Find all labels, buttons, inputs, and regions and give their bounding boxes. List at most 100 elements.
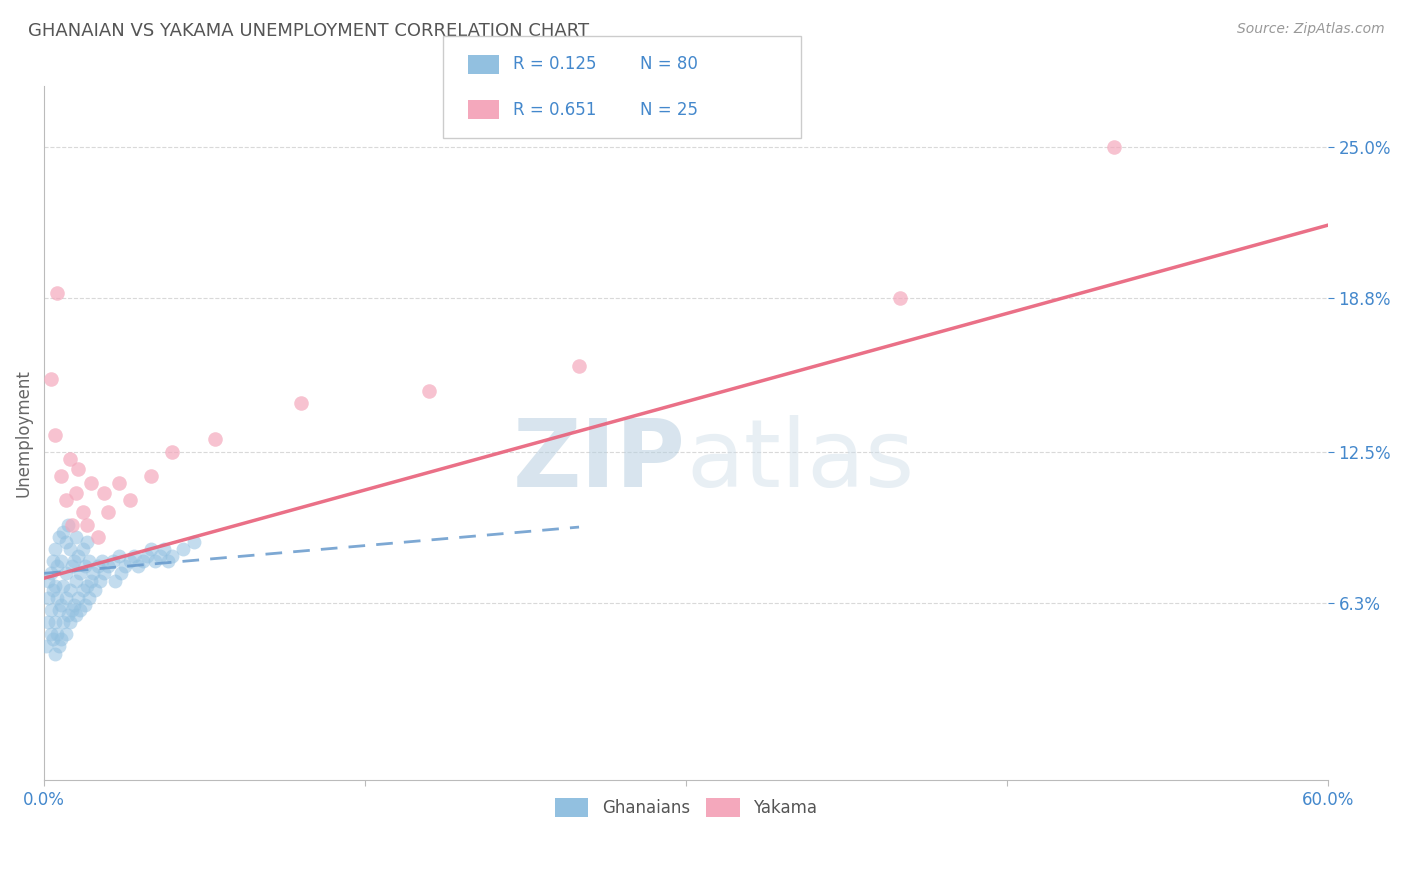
Point xyxy=(52,615,75,629)
Point xyxy=(44,615,66,629)
Point xyxy=(114,559,136,574)
Point xyxy=(72,506,94,520)
Point xyxy=(65,574,87,588)
Point xyxy=(51,469,73,483)
Point xyxy=(69,603,91,617)
Point xyxy=(46,286,69,301)
Point xyxy=(67,591,90,605)
Point xyxy=(59,615,82,629)
Point xyxy=(86,530,108,544)
Point xyxy=(889,291,911,305)
Point xyxy=(86,559,108,574)
Point xyxy=(52,524,75,539)
Text: ZIP: ZIP xyxy=(513,415,686,507)
Point xyxy=(290,396,312,410)
Point xyxy=(39,627,62,641)
Point xyxy=(55,493,77,508)
Point xyxy=(37,591,59,605)
Point xyxy=(37,615,59,629)
Point xyxy=(139,469,162,483)
Point xyxy=(77,591,100,605)
Text: N = 25: N = 25 xyxy=(640,101,697,119)
Point xyxy=(149,549,172,564)
Point xyxy=(39,603,62,617)
Point xyxy=(44,647,66,661)
Point xyxy=(59,541,82,556)
Point xyxy=(46,627,69,641)
Point xyxy=(162,444,184,458)
Point xyxy=(52,578,75,592)
Point xyxy=(41,583,63,598)
Point xyxy=(48,603,70,617)
Point xyxy=(172,541,194,556)
Point xyxy=(60,517,83,532)
Point xyxy=(135,549,157,564)
Point xyxy=(35,640,58,654)
Point xyxy=(55,566,77,581)
Point xyxy=(97,559,120,574)
Point xyxy=(46,591,69,605)
Point xyxy=(63,554,86,568)
Point xyxy=(44,578,66,592)
Point xyxy=(67,549,90,564)
Point xyxy=(51,632,73,646)
Point xyxy=(56,517,79,532)
Point xyxy=(80,574,103,588)
Point xyxy=(55,534,77,549)
Point xyxy=(118,554,141,568)
Text: atlas: atlas xyxy=(686,415,914,507)
Y-axis label: Unemployment: Unemployment xyxy=(15,369,32,497)
Point xyxy=(118,493,141,508)
Point xyxy=(97,506,120,520)
Point xyxy=(48,530,70,544)
Point xyxy=(76,578,98,592)
Point xyxy=(157,554,180,568)
Point xyxy=(101,554,124,568)
Point xyxy=(153,541,176,556)
Point xyxy=(51,554,73,568)
Point xyxy=(108,476,131,491)
Legend: Ghanaians, Yakama: Ghanaians, Yakama xyxy=(548,791,824,824)
Point xyxy=(41,632,63,646)
Point xyxy=(55,627,77,641)
Point xyxy=(56,607,79,622)
Point xyxy=(72,583,94,598)
Text: R = 0.651: R = 0.651 xyxy=(513,101,596,119)
Point xyxy=(110,566,132,581)
Point xyxy=(145,554,167,568)
Point xyxy=(131,554,153,568)
Point xyxy=(104,574,127,588)
Point xyxy=(60,559,83,574)
Point xyxy=(122,549,145,564)
Point xyxy=(44,427,66,442)
Point xyxy=(59,583,82,598)
Point xyxy=(73,598,96,612)
Point xyxy=(183,534,205,549)
Point xyxy=(93,486,115,500)
Point xyxy=(67,461,90,475)
Point xyxy=(63,598,86,612)
Point xyxy=(55,591,77,605)
Point xyxy=(65,607,87,622)
Text: R = 0.125: R = 0.125 xyxy=(513,55,596,73)
Point xyxy=(204,433,226,447)
Point xyxy=(82,566,104,581)
Text: GHANAIAN VS YAKAMA UNEMPLOYMENT CORRELATION CHART: GHANAIAN VS YAKAMA UNEMPLOYMENT CORRELAT… xyxy=(28,22,589,40)
Point xyxy=(41,554,63,568)
Point xyxy=(44,541,66,556)
Point xyxy=(76,517,98,532)
Point xyxy=(37,574,59,588)
Point xyxy=(93,566,115,581)
Point xyxy=(65,486,87,500)
Point xyxy=(162,549,184,564)
Point xyxy=(46,559,69,574)
Point xyxy=(39,566,62,581)
Point xyxy=(59,451,82,466)
Text: N = 80: N = 80 xyxy=(640,55,697,73)
Point xyxy=(51,598,73,612)
Point xyxy=(39,371,62,385)
Point xyxy=(108,549,131,564)
Point xyxy=(77,554,100,568)
Point xyxy=(139,541,162,556)
Point xyxy=(84,583,107,598)
